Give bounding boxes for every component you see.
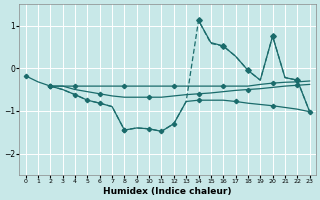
X-axis label: Humidex (Indice chaleur): Humidex (Indice chaleur) — [103, 187, 232, 196]
